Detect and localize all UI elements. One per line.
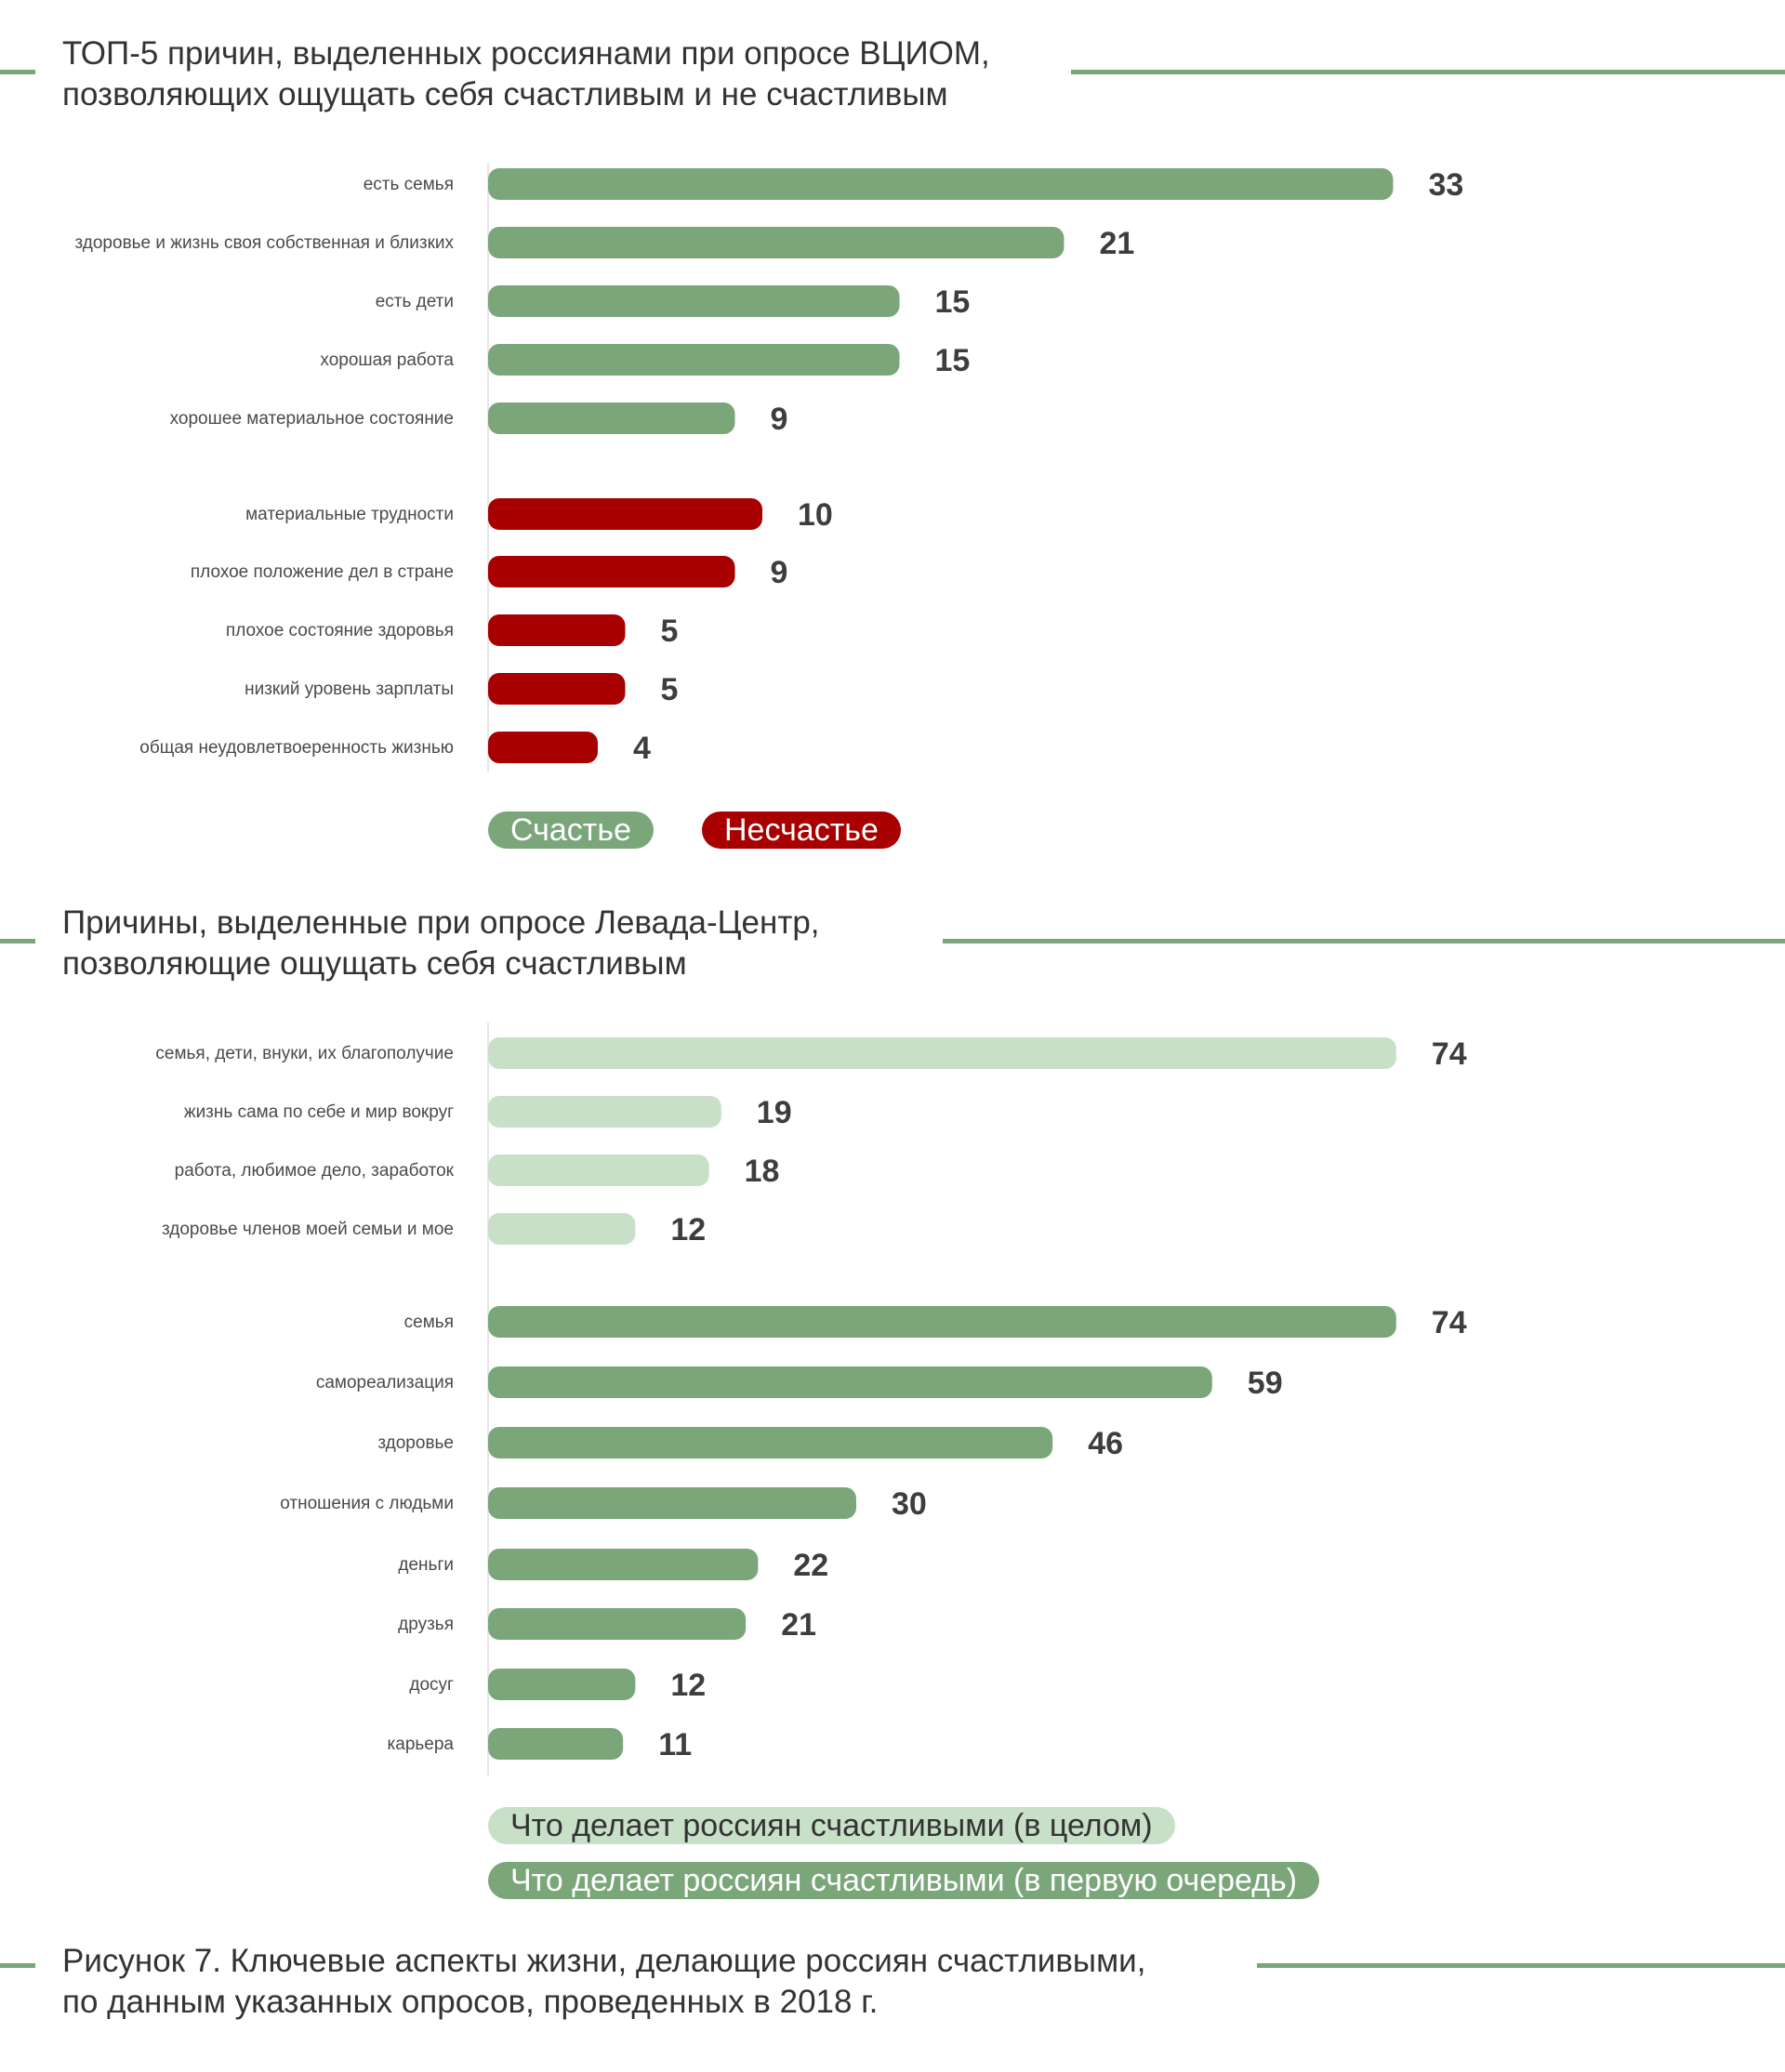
value-label: 46 [1088,1426,1123,1461]
category-label: хорошая работа [320,350,454,370]
category-label: хорошее материальное состояние [170,409,454,429]
levada-chart-title: Причины, выделенные при опросе Левада-Це… [62,903,820,984]
bar [488,614,626,646]
bar [488,673,626,705]
value-label: 30 [892,1486,927,1522]
figure-caption: Рисунок 7. Ключевые аспекты жизни, делаю… [62,1941,1145,2023]
category-label: карьера [388,1735,455,1754]
legend-unhappy-label: Несчастье [724,812,879,848]
legend-unhappy: Несчастье [702,812,901,849]
category-label: низкий уровень зарплаты [245,680,454,699]
value-label: 18 [745,1154,780,1189]
value-label: 19 [757,1095,792,1130]
value-label: 15 [935,343,971,378]
value-label: 11 [658,1727,692,1762]
value-label: 22 [793,1548,828,1583]
value-label: 33 [1429,167,1464,203]
bar [488,1213,636,1245]
bar [488,1608,747,1640]
value-label: 59 [1248,1366,1283,1401]
category-label: материальные трудности [245,505,454,524]
bar [488,1096,721,1128]
legend-first-label: Что делает россиян счастливыми (в первую… [510,1863,1298,1898]
category-label: деньги [398,1555,454,1575]
legend-happy: Счастье [488,812,654,849]
value-label: 9 [771,555,788,590]
category-label: общая неудовлетвоеренность жизнью [139,738,454,758]
category-label: семья, дети, внуки, их благополучие [155,1044,454,1063]
bar [488,227,1064,258]
rule-left-1 [0,70,35,74]
category-label: самореализация [316,1373,454,1392]
category-label: есть дети [376,292,454,311]
value-label: 15 [935,284,971,320]
rule-right-3 [1257,1963,1785,1968]
bar [488,1669,636,1700]
bar [488,1306,1396,1338]
category-label: друзья [398,1615,454,1634]
bar [488,403,735,434]
rule-right-1 [1071,70,1785,74]
bar [488,1366,1212,1398]
category-label: жизнь сама по себе и мир вокруг [184,1102,454,1122]
legend-general: Что делает россиян счастливыми (в целом) [488,1807,1175,1844]
bar [488,1728,624,1760]
vciom-title-line1: ТОП-5 причин, выделенных россиянами при … [62,35,990,72]
value-label: 12 [670,1212,706,1247]
bar [488,556,735,587]
category-label: здоровье [377,1433,454,1453]
category-label: семья [404,1313,454,1332]
category-label: работа, любимое дело, заработок [175,1161,455,1181]
bar [488,344,900,376]
vciom-chart-title: ТОП-5 причин, выделенных россиянами при … [62,33,990,115]
bar [488,1037,1396,1069]
vciom-title-line2: позволяющих ощущать себя счастливым и не… [62,76,948,112]
value-label: 9 [771,402,788,437]
value-label: 10 [798,497,833,533]
value-label: 21 [781,1607,816,1643]
category-label: плохое состояние здоровья [226,621,454,640]
bar [488,1549,759,1580]
rule-left-2 [0,939,35,944]
rule-left-3 [0,1963,35,1968]
caption-line2: по данным указанных опросов, проведенных… [62,1984,879,2020]
category-label: отношения с людьми [280,1494,454,1513]
rule-right-2 [943,939,1785,944]
legend-first: Что делает россиян счастливыми (в первую… [488,1862,1320,1899]
levada-title-line1: Причины, выделенные при опросе Левада-Це… [62,904,820,941]
levada-title-line2: позволяющие ощущать себя счастливым [62,945,687,982]
category-label: плохое положение дел в стране [191,562,454,582]
value-label: 74 [1432,1305,1467,1340]
value-label: 12 [670,1668,706,1703]
category-label: досуг [409,1675,454,1695]
value-label: 4 [633,731,651,766]
caption-line1: Рисунок 7. Ключевые аспекты жизни, делаю… [62,1943,1146,1979]
value-label: 74 [1432,1036,1467,1072]
bar [488,1487,856,1519]
bar [488,285,900,317]
legend-general-label: Что делает россиян счастливыми (в целом) [510,1808,1153,1843]
category-label: здоровье и жизнь своя собственная и близ… [74,233,454,253]
value-label: 5 [661,672,679,707]
bar [488,732,598,763]
bar [488,1427,1053,1458]
category-label: здоровье членов моей семьи и мое [162,1220,454,1239]
bar [488,168,1394,200]
value-label: 21 [1100,226,1135,261]
value-label: 5 [661,614,679,649]
bar [488,1155,709,1186]
legend-happy-label: Счастье [510,812,631,848]
bar [488,498,762,530]
category-label: есть семья [364,175,454,194]
